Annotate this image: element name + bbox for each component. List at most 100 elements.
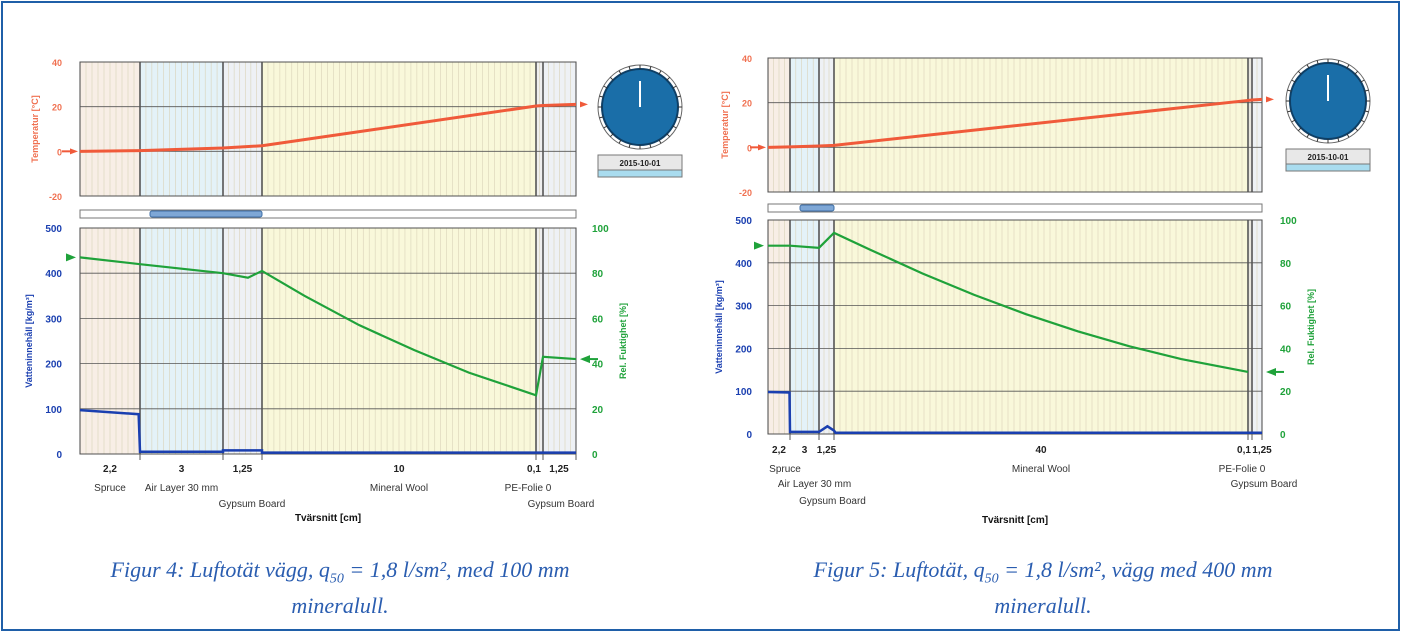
right-rh-tick-label: 20: [1280, 387, 1292, 398]
left-gauge-tick: [603, 125, 608, 129]
left-gauge-tick: [649, 66, 652, 71]
right-rh-tick-label: 0: [1280, 430, 1286, 441]
right-water-tick-label: 300: [735, 302, 752, 313]
right-layer-thickness-label: 1,25: [1252, 445, 1272, 456]
right-layer-name-label: Gypsum Board: [799, 496, 866, 507]
left-rh-ylabel: Rel. Fuktighet [%]: [618, 303, 628, 379]
caption-right-subscript: 50: [984, 571, 999, 587]
right-temp-tick-label: 0: [747, 143, 752, 153]
left-gauge-tick: [618, 70, 622, 75]
right-gauge-tick: [1337, 137, 1340, 142]
left-water-tick-label: 400: [45, 269, 62, 280]
right-temp-tick-label: 40: [742, 54, 752, 64]
right-gauge-tick: [1297, 70, 1302, 75]
left-gauge-tick: [609, 133, 614, 138]
left-layer-thickness-label: 10: [393, 464, 405, 475]
left-rh-left-marker: [66, 253, 76, 262]
right-moist-layer-bg: [834, 220, 1248, 434]
caption-right-text-cont: = 1,8 l/sm², vägg med 400 mm: [998, 557, 1273, 582]
right-layer-name-label: Spruce: [769, 464, 801, 475]
caption-left-subscript: 50: [329, 571, 344, 587]
caption-right-line2: mineralull.: [994, 593, 1092, 619]
right-gauge-tick: [1360, 79, 1365, 83]
left-gauge-tick: [628, 66, 631, 71]
right-section-scroll-thumb: [799, 204, 835, 212]
right-layer-name-label: Air Layer 30 mm: [778, 479, 851, 490]
right-water-content-line: [767, 390, 1262, 434]
left-water-tick-label: 300: [45, 314, 62, 325]
left-layer-thickness-label: 2,2: [103, 464, 117, 475]
right-rh-left-marker: [754, 241, 764, 250]
caption-left: Figur 4: Luftotät vägg, q50 = 1,8 l/sm²,…: [30, 556, 650, 619]
right-date-label: 2015-10-01: [1308, 153, 1349, 162]
left-layer-thickness-label: 1,25: [233, 464, 253, 475]
left-moist-panel: [79, 227, 577, 455]
left-layer-name-label: Gypsum Board: [528, 499, 595, 510]
left-temperature-line: [79, 102, 577, 153]
left-temp-tick-label: 0: [57, 147, 62, 157]
left-layer-thickness-label: 0,1: [527, 464, 541, 475]
left-gauge-tick: [658, 70, 662, 75]
left-temp-tick-label: 20: [52, 103, 62, 113]
right-temp-layer-bg: [834, 58, 1248, 192]
left-gauge-tick: [618, 139, 622, 144]
right-xlabel: Tvärsnitt [cm]: [982, 515, 1048, 526]
left-rh-right-marker: [580, 355, 590, 364]
left-water-tick-label: 500: [45, 224, 62, 235]
caption-left-text: Figur 4: Luftotät vägg, q: [110, 557, 330, 582]
right-gauge-tick: [1287, 89, 1292, 92]
right-gauge-tick: [1364, 89, 1369, 92]
left-gauge-tick: [609, 76, 614, 81]
left-section-scroll-track: [79, 209, 577, 219]
left-rh-tick-label: 80: [592, 269, 604, 280]
right-temp-tick-label: 20: [742, 99, 752, 109]
right-moist-layer-bg: [790, 220, 819, 434]
right-temp-panel: [767, 57, 1263, 193]
right-temp-left-marker: [758, 144, 766, 151]
right-gauge-tick: [1291, 119, 1296, 123]
left-temp-layer-bg: [223, 62, 262, 196]
caption-right-text: Figur 5: Luftotät, q: [813, 557, 985, 582]
left-gauge-tick: [599, 95, 604, 98]
left-section-scroll-thumb: [149, 210, 263, 218]
right-layer-name-label: Gypsum Board: [1231, 479, 1298, 490]
right-temp-layer-bg: [790, 58, 819, 192]
right-rh-right-marker: [1266, 367, 1276, 376]
right-gauge-tick: [1306, 133, 1310, 138]
right-rh-tick-label: 80: [1280, 259, 1292, 270]
right-temp-tick-label: -20: [739, 188, 752, 198]
right-gauge-tick: [1337, 60, 1340, 65]
left-gauge-tick: [603, 85, 608, 89]
right-layer-thickness-label: 0,1: [1237, 445, 1251, 456]
right-gauge-tick: [1354, 127, 1359, 132]
caption-left-line2: mineralull.: [291, 593, 389, 619]
right-rh-tick-label: 60: [1280, 302, 1292, 313]
right-gauge-tick: [1360, 119, 1365, 123]
right-temperature-line: [767, 97, 1263, 149]
right-water-ylabel: Vatteninnehåll [kg/m³]: [714, 280, 724, 374]
left-layer-name-label: Gypsum Board: [219, 499, 286, 510]
right-water-tick-label: 0: [746, 430, 752, 441]
left-water-tick-label: 100: [45, 405, 62, 416]
left-gauge-tick: [649, 143, 652, 148]
right-rh-tick-label: 40: [1280, 344, 1292, 355]
right-layer-thickness-label: 40: [1035, 445, 1047, 456]
left-rh-tick-label: 0: [592, 450, 598, 461]
right-layer-thickness-label: 2,2: [772, 445, 786, 456]
left-water-ylabel: Vatteninnehåll [kg/m³]: [24, 294, 34, 388]
left-rh-tick-label: 20: [592, 405, 604, 416]
right-moist-panel: [767, 219, 1263, 435]
left-temp-ylabel: Temperatur [°C]: [30, 95, 40, 162]
right-humidity-line: [768, 231, 1249, 374]
right-gauge-tick: [1346, 64, 1350, 69]
right-gauge-tick: [1364, 110, 1369, 113]
right-layer-thickness-label: 1,25: [817, 445, 837, 456]
right-water-tick-label: 400: [735, 259, 752, 270]
left-humidity-line: [79, 256, 577, 397]
right-moist-layer-bg: [819, 220, 834, 434]
left-date-label: 2015-10-01: [620, 159, 661, 168]
left-temp-tick-label: -20: [49, 192, 62, 202]
left-layer-name-label: PE-Folie 0: [505, 483, 552, 494]
left-gauge-tick: [672, 85, 677, 89]
